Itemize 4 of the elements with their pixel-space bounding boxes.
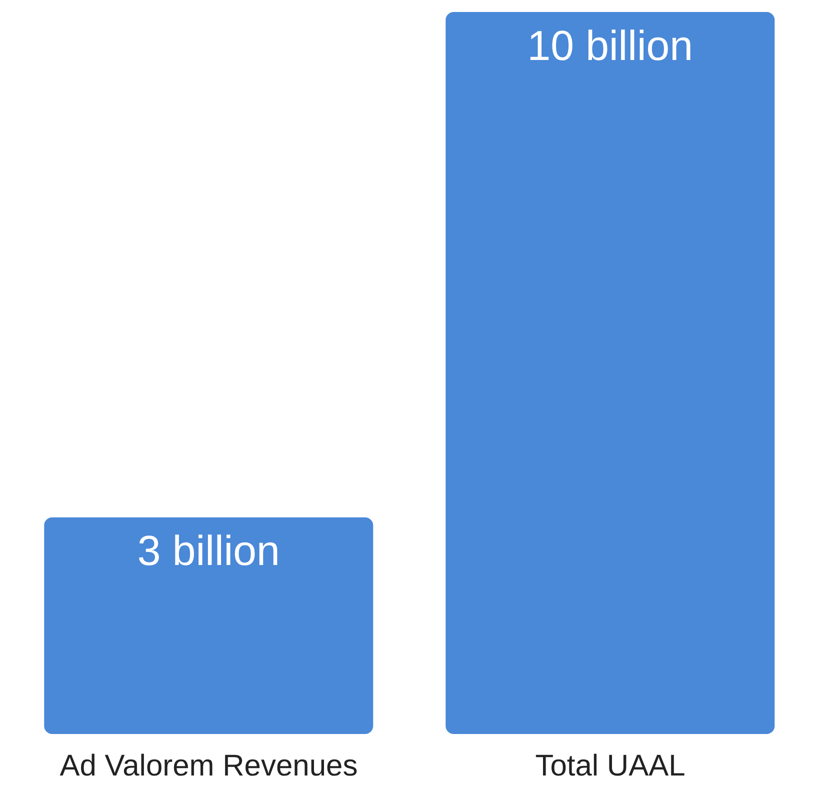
data-label: 10 billion [527,22,694,69]
data-label: 3 billion [137,527,280,574]
x-tick-label: Total UAAL [535,749,686,782]
x-tick-label: Ad Valorem Revenues [60,749,358,782]
